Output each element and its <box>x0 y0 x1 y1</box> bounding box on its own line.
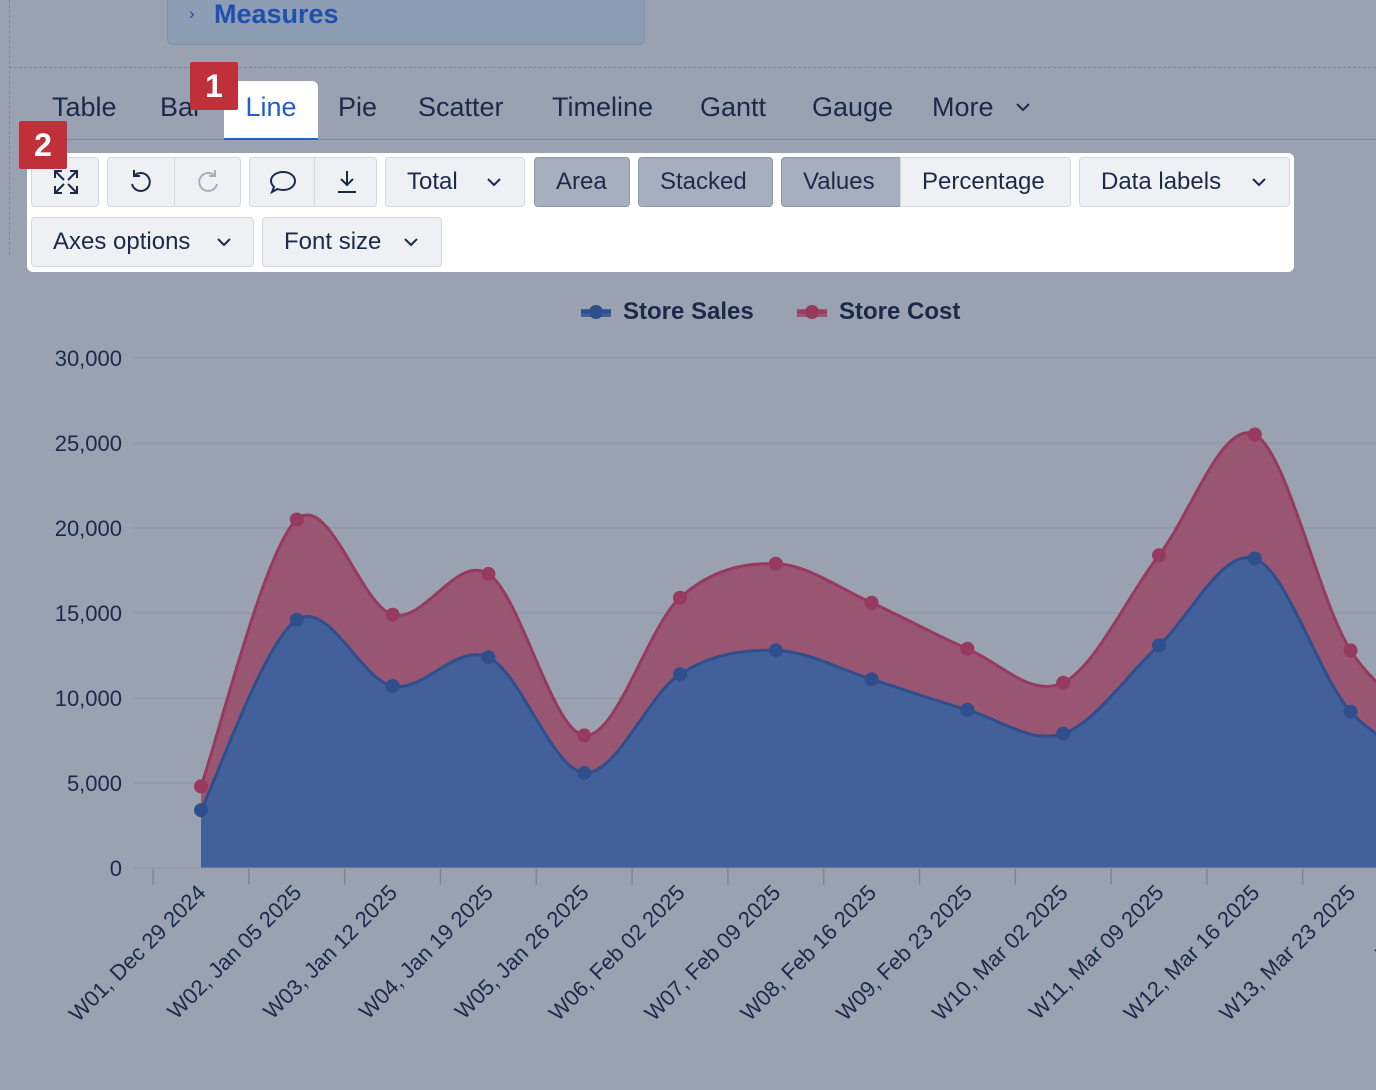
data-point-store-cost <box>1343 643 1358 658</box>
data-point-store-cost <box>289 512 304 527</box>
values-toggle[interactable]: Values <box>781 157 901 207</box>
data-point-store-sales <box>1152 638 1166 653</box>
total-label: Total <box>407 168 458 195</box>
undo-redo-group <box>107 157 241 207</box>
tab-pie[interactable]: Pie <box>338 92 378 122</box>
y-tick-label: 10,000 <box>55 686 122 711</box>
area-toggle[interactable]: Area <box>534 157 630 207</box>
data-point-store-sales <box>864 672 879 687</box>
tab-line[interactable]: Line <box>224 81 318 140</box>
data-point-store-cost <box>194 779 208 794</box>
total-dropdown[interactable]: Total <box>385 157 525 207</box>
data-point-store-sales <box>960 702 975 717</box>
stacked-toggle[interactable]: Stacked <box>638 157 773 207</box>
step-badge-1: 1 <box>190 62 238 110</box>
font-size-label: Font size <box>284 228 382 255</box>
layout-guide-vertical <box>9 0 10 255</box>
axes-options-label: Axes options <box>53 228 191 255</box>
layout-guide-horizontal <box>9 67 1376 68</box>
legend-store-sales[interactable]: Store Sales <box>623 298 754 325</box>
tab-gauge[interactable]: Gauge <box>812 92 894 122</box>
font-size-dropdown[interactable]: Font size <box>262 217 442 267</box>
tab-scatter[interactable]: Scatter <box>418 92 504 122</box>
legend-marker-store-cost <box>797 305 827 319</box>
area-label: Area <box>556 168 607 195</box>
comment-icon[interactable] <box>268 167 298 197</box>
chevron-down-icon[interactable] <box>1012 96 1034 118</box>
data-point-store-cost <box>960 641 975 656</box>
tab-more[interactable]: More <box>932 92 994 122</box>
data-point-store-cost <box>1152 548 1166 563</box>
data-point-store-sales <box>577 765 592 780</box>
y-tick-label: 0 <box>110 856 122 881</box>
data-point-store-sales <box>768 643 783 658</box>
tab-gantt[interactable]: Gantt <box>700 92 767 122</box>
step-badge-2: 2 <box>19 121 67 169</box>
chart-toolbar: Total Area Stacked Values Percentage Dat… <box>27 153 1294 272</box>
stacked-label: Stacked <box>660 168 747 195</box>
data-point-store-sales <box>1247 551 1262 566</box>
undo-icon[interactable] <box>126 167 156 197</box>
data-point-store-sales <box>481 650 496 665</box>
y-tick-label: 25,000 <box>55 431 122 456</box>
data-point-store-cost <box>673 590 687 605</box>
values-label: Values <box>803 168 875 195</box>
data-point-store-cost <box>481 566 496 581</box>
download-icon[interactable] <box>332 167 362 197</box>
data-point-store-cost <box>577 728 592 743</box>
data-point-store-sales <box>194 803 208 818</box>
chevron-down-icon <box>217 238 231 247</box>
y-tick-label: 5,000 <box>67 771 122 796</box>
percentage-toggle[interactable]: Percentage <box>900 157 1071 207</box>
data-point-store-cost <box>768 556 783 571</box>
data-point-store-sales <box>1056 726 1071 741</box>
chevron-right-icon: › <box>189 4 195 23</box>
y-tick-label: 20,000 <box>55 516 122 541</box>
redo-icon[interactable] <box>193 167 223 197</box>
chevron-down-icon <box>1252 178 1266 187</box>
series-area-store-sales <box>201 557 1376 868</box>
fullscreen-button[interactable] <box>31 157 99 207</box>
data-point-store-cost <box>1056 675 1071 690</box>
chevron-down-icon <box>487 178 501 187</box>
tab-timeline[interactable]: Timeline <box>552 92 654 122</box>
legend-store-cost[interactable]: Store Cost <box>839 298 961 325</box>
comment-download-group <box>249 157 377 207</box>
percentage-label: Percentage <box>922 168 1045 195</box>
axes-options-dropdown[interactable]: Axes options <box>31 217 254 267</box>
measures-label: Measures <box>214 0 339 29</box>
data-point-store-cost <box>864 595 879 610</box>
data-point-store-cost <box>385 607 400 622</box>
data-point-store-sales <box>385 679 400 694</box>
tab-bar-divider <box>30 139 1376 140</box>
data-point-store-cost <box>1247 427 1262 442</box>
stacked-area-chart: 05,00010,00015,00020,00025,00030,000W01,… <box>55 346 1376 1026</box>
x-tick-label: W14, Mar <box>1371 880 1376 965</box>
data-point-store-sales <box>673 667 687 682</box>
measures-panel[interactable]: › Measures <box>167 0 645 45</box>
data-point-store-sales <box>289 612 304 627</box>
tab-table[interactable]: Table <box>52 92 117 122</box>
y-tick-label: 30,000 <box>55 346 122 371</box>
chevron-down-icon <box>404 238 418 247</box>
y-tick-label: 15,000 <box>55 601 122 626</box>
data-point-store-sales <box>1343 704 1358 719</box>
series-area-store-cost <box>201 432 1376 811</box>
expand-icon <box>54 170 78 194</box>
tab-line-label: Line <box>245 92 297 122</box>
legend-marker-store-sales <box>581 305 611 319</box>
data-labels-label: Data labels <box>1101 168 1222 195</box>
data-labels-dropdown[interactable]: Data labels <box>1079 157 1290 207</box>
